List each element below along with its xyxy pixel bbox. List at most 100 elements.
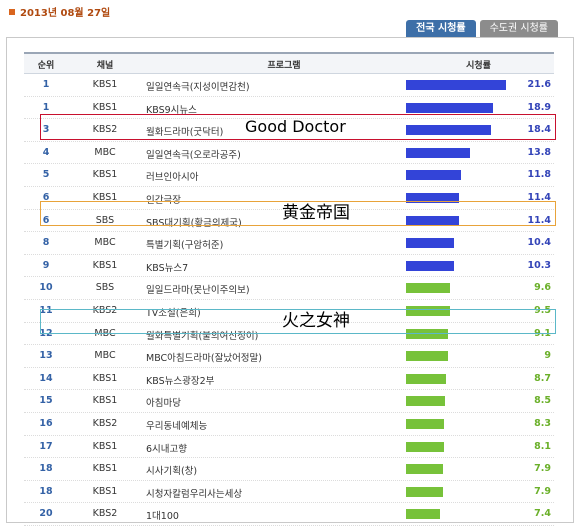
rank-cell: 1 — [42, 101, 50, 113]
program-cell: 일일연속극(지성이면감천) — [146, 82, 250, 93]
program-cell: KBS뉴스광장2부 — [146, 375, 215, 387]
table-row: 17 KBS1 6시내고향 8.1 — [24, 436, 554, 459]
date-label: 2013년 08월 27일 — [20, 8, 111, 19]
rating-bar — [406, 170, 461, 181]
rank-cell: 10 — [39, 282, 53, 294]
table-body: 1 KBS1 일일연속극(지성이면감천) 21.6 1 KBS1 KBS9시뉴스 18.9 3 K… — [24, 74, 554, 526]
rank-cell: 1 — [42, 79, 50, 90]
annotation-label: Good Doctor — [245, 117, 346, 137]
rank-cell: 11 — [39, 304, 53, 316]
channel-cell: KBS1 — [92, 191, 118, 203]
rank-cell: 17 — [39, 440, 53, 452]
rating-value: 11.8 — [527, 169, 551, 181]
rating-bar — [406, 396, 445, 407]
rating-value: 9 — [544, 350, 551, 362]
rating-value: 13.8 — [527, 146, 551, 158]
date-header: 2013년 08월 27일 — [9, 4, 110, 19]
channel-cell: KBS2 — [92, 304, 118, 316]
rank-cell: 14 — [39, 372, 53, 384]
rank-cell: 15 — [39, 395, 53, 407]
table-row: 1 KBS1 일일연속극(지성이면감천) 21.6 — [24, 74, 554, 97]
channel-cell: KBS1 — [92, 395, 118, 407]
channel-cell: KBS1 — [92, 440, 118, 452]
rank-cell: 8 — [42, 237, 50, 249]
tab-national-rating[interactable]: 전국 시청률 — [406, 20, 476, 37]
program-cell: 러브인아시아 — [146, 172, 199, 184]
channel-cell: KBS2 — [92, 508, 118, 520]
channel-cell: KBS1 — [92, 259, 118, 271]
rank-cell: 13 — [39, 350, 53, 362]
table-row: 1 KBS1 KBS9시뉴스 18.9 — [24, 97, 554, 120]
highlight-box — [40, 114, 556, 140]
table-row: 6 KBS1 인간극장 11.4 — [24, 187, 554, 210]
table-row: 16 KBS2 우리동네예체능 8.3 — [24, 413, 554, 436]
table-row: 6 SBS SBS대기획(황금의제국) 11.4 — [24, 210, 554, 233]
rating-value: 8.1 — [534, 440, 551, 452]
channel-cell: KBS1 — [92, 372, 118, 384]
channel-cell: MBC — [94, 327, 116, 339]
table-row: 14 KBS1 KBS뉴스광장2부 8.7 — [24, 368, 554, 391]
channel-cell: SBS — [95, 282, 115, 294]
rank-cell: 20 — [39, 508, 53, 520]
rating-bar — [406, 215, 459, 226]
table-row: 11 KBS2 TV소설(은희) 9.5 — [24, 300, 554, 323]
program-cell: SBS대기획(황금의제국) — [146, 217, 242, 229]
rank-cell: 18 — [39, 485, 53, 497]
rating-value: 11.4 — [527, 214, 551, 226]
rating-bar — [406, 418, 444, 429]
rating-bar — [406, 283, 450, 294]
channel-cell: MBC — [94, 237, 116, 249]
table-row: 18 KBS1 시사기획(창) 7.9 — [24, 458, 554, 481]
rank-cell: 12 — [39, 327, 53, 339]
rating-value: 10.4 — [527, 237, 551, 249]
rank-cell: 6 — [42, 191, 50, 203]
program-cell: TV소설(은희) — [146, 307, 201, 319]
rating-bar — [406, 125, 491, 136]
rating-value: 21.6 — [527, 79, 551, 90]
rank-cell: 6 — [42, 214, 50, 226]
table-row: 10 SBS 일일드라마(못난이주의보) 9.6 — [24, 277, 554, 300]
channel-cell: MBC — [94, 146, 116, 158]
rating-value: 8.3 — [534, 417, 551, 429]
table-row: 9 KBS1 KBS뉴스7 10.3 — [24, 255, 554, 278]
rating-value: 18.9 — [527, 101, 551, 113]
rating-bar — [406, 373, 446, 384]
program-cell: 인간극장 — [146, 194, 181, 206]
rating-bar — [406, 102, 493, 113]
rating-value: 9.1 — [534, 327, 551, 339]
highlight-box — [40, 200, 556, 227]
rank-cell: 5 — [42, 169, 50, 181]
rating-bar — [406, 305, 450, 316]
channel-cell: KBS2 — [92, 417, 118, 429]
program-cell: KBS뉴스7 — [146, 262, 189, 274]
channel-cell: KBS1 — [92, 463, 118, 475]
rating-bar — [406, 192, 459, 203]
bullet-icon — [9, 8, 15, 15]
rating-value: 7.4 — [534, 508, 551, 520]
rating-value: 8.5 — [534, 395, 551, 407]
program-cell: MBC아침드라마(잘났어정말) — [146, 353, 262, 365]
table-row: 3 KBS2 월화드라마(굿닥터) 18.4 — [24, 119, 554, 142]
highlight-box — [40, 308, 556, 335]
rating-bar — [406, 486, 443, 497]
header-program: 프로그램 — [267, 61, 301, 71]
program-cell: 월화드라마(굿닥터) — [146, 127, 224, 139]
program-cell: 시청자칼럼우리사는세상 — [146, 488, 243, 500]
program-cell: 6시내고향 — [146, 443, 188, 455]
rating-value: 7.9 — [534, 485, 551, 497]
rating-bar — [406, 464, 443, 475]
rank-cell: 9 — [42, 259, 50, 271]
rating-bar — [406, 238, 454, 249]
rating-value: 8.7 — [534, 372, 551, 384]
tab-capital-rating[interactable]: 수도권 시청률 — [479, 20, 558, 37]
annotation-label: 黄金帝国 — [282, 202, 350, 223]
channel-cell: KBS1 — [92, 79, 118, 90]
ratings-panel — [6, 37, 574, 523]
channel-cell: KBS1 — [92, 485, 118, 497]
rating-value: 11.4 — [527, 191, 551, 203]
rank-cell: 16 — [39, 417, 53, 429]
channel-cell: KBS2 — [92, 124, 118, 136]
rank-cell: 4 — [42, 146, 50, 158]
program-cell: 일일드라마(못난이주의보) — [146, 285, 250, 297]
program-cell: 시사기획(창) — [146, 466, 198, 478]
